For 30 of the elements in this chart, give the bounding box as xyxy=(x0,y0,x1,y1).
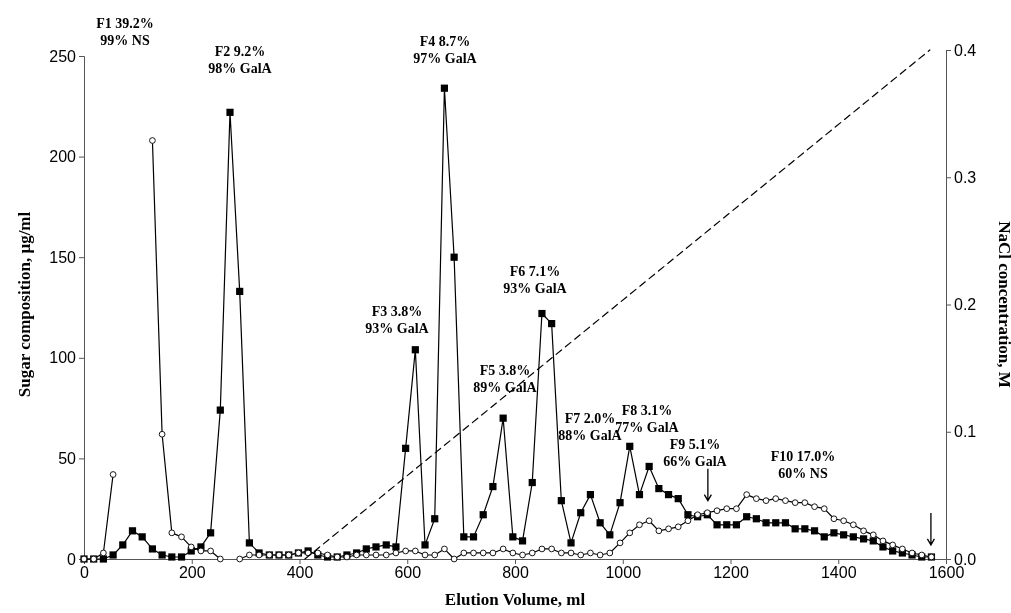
y2-tick-label: 0.1 xyxy=(954,423,977,441)
x-tick-label: 1000 xyxy=(605,564,642,582)
x-tick-label: 0 xyxy=(80,564,90,582)
y-tick-label: 250 xyxy=(49,47,77,65)
y2-tick-label: 0.4 xyxy=(954,41,977,59)
x-tick-label: 1600 xyxy=(928,564,965,582)
annotation: F4 8.7% 97% GalA xyxy=(413,34,478,66)
x-tick-label: 200 xyxy=(178,564,206,582)
x-tick-label: 600 xyxy=(394,564,422,582)
x-tick-label: 1400 xyxy=(820,564,857,582)
y-tick-label: 200 xyxy=(49,148,77,166)
x-axis-title: Elution Volume, ml xyxy=(444,590,586,609)
y2-tick-label: 0.3 xyxy=(954,168,977,186)
y-tick-label: 50 xyxy=(58,450,77,468)
y-axis-title: Sugar composition, μg/ml xyxy=(15,211,34,398)
y-tick-label: 100 xyxy=(49,349,77,367)
x-tick-label: 800 xyxy=(502,564,529,582)
text: F1 39.2% 99% NS xyxy=(96,16,154,48)
y2-tick-label: 0.2 xyxy=(954,296,977,314)
annotation: F10 17.0% 60% NS xyxy=(770,449,836,481)
y-tick-label: 0 xyxy=(67,550,77,568)
x-tick-label: 400 xyxy=(286,564,314,582)
annotation: F3 3.8% 93% GalA xyxy=(365,304,430,336)
y2-axis-title: NaCl concentration, M xyxy=(995,221,1011,388)
x-tick-label: 1200 xyxy=(713,564,749,582)
y-tick-label: 150 xyxy=(49,248,77,266)
annotation: F6 7.1% 93% GalA xyxy=(503,264,568,296)
annotation: F5 3.8% 89% GalA xyxy=(473,363,538,395)
annotation: F9 5.1% 66% GalA xyxy=(663,437,728,469)
annotation: F2 9.2% 98% GalA xyxy=(208,44,273,76)
